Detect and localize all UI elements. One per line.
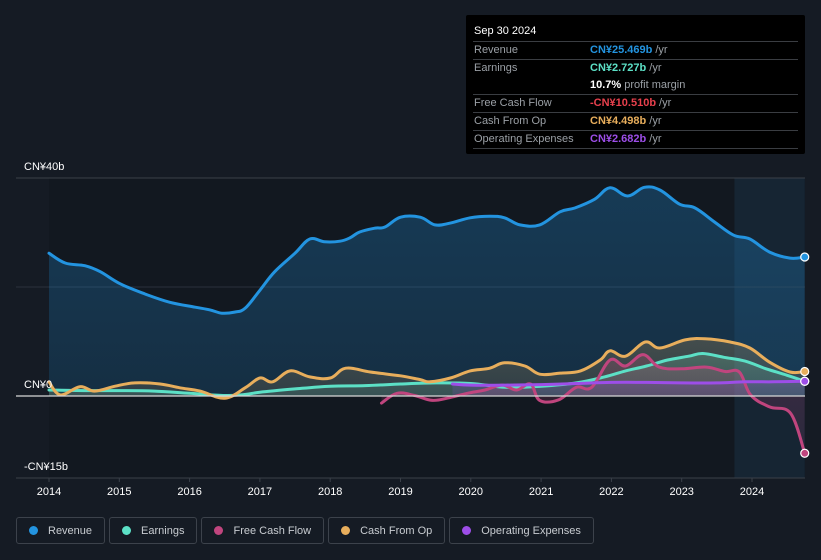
series-lines bbox=[47, 185, 807, 455]
legend-item-cash-from-op[interactable]: Cash From Op bbox=[328, 517, 446, 544]
revenue-endpoint bbox=[800, 252, 810, 262]
tooltip-unit: profit margin bbox=[624, 79, 686, 91]
tooltip-label: Revenue bbox=[474, 44, 519, 56]
tooltip-row-revenue: Revenue CN¥25.469b /yr bbox=[473, 42, 798, 60]
free-cash-flow-line bbox=[380, 353, 807, 455]
x-tick-label: 2020 bbox=[459, 486, 483, 498]
tooltip-value: 10.7% bbox=[590, 79, 622, 91]
operating-expenses-dot-icon bbox=[462, 526, 472, 535]
tooltip-label: Operating Expenses bbox=[474, 133, 574, 145]
operating-expenses-line bbox=[451, 379, 807, 387]
x-tick-label: 2014 bbox=[37, 486, 61, 498]
x-tick-label: 2019 bbox=[388, 486, 412, 498]
x-tick-label: 2015 bbox=[107, 486, 131, 498]
y-tick-label: CN¥40b bbox=[24, 161, 64, 173]
revenue-dot-icon bbox=[29, 526, 38, 535]
tooltip-panel: Sep 30 2024 Revenue CN¥25.469b /yr Earni… bbox=[466, 15, 805, 154]
legend-item-revenue[interactable]: Revenue bbox=[16, 517, 106, 544]
tooltip-label: Free Cash Flow bbox=[474, 97, 552, 109]
tooltip-unit: /yr bbox=[649, 133, 662, 145]
tooltip-unit: /yr bbox=[649, 62, 662, 74]
tooltip-value: CN¥4.498b bbox=[590, 115, 647, 127]
earnings-dot-icon bbox=[122, 526, 132, 535]
tooltip-row-operating-expenses: Operating Expenses CN¥2.682b /yr bbox=[473, 131, 798, 149]
x-tick-label: 2016 bbox=[177, 486, 201, 498]
tooltip-unit: /yr bbox=[655, 44, 668, 56]
legend-item-operating-expenses[interactable]: Operating Expenses bbox=[449, 517, 594, 544]
tooltip-row-earnings: Earnings CN¥2.727b /yr bbox=[473, 60, 798, 77]
tooltip-value: -CN¥10.510b bbox=[590, 97, 657, 109]
tooltip-value: CN¥25.469b bbox=[590, 44, 653, 56]
legend-label: Cash From Op bbox=[360, 524, 433, 537]
tooltip-unit: /yr bbox=[659, 97, 672, 109]
x-tick-label: 2023 bbox=[669, 486, 693, 498]
revenue-line bbox=[47, 185, 807, 315]
legend-label: Operating Expenses bbox=[481, 524, 581, 537]
revenue-area bbox=[49, 186, 805, 396]
cash-from-op-line bbox=[47, 337, 807, 400]
tooltip-date: Sep 30 2024 bbox=[473, 23, 798, 42]
x-axis: 2014 2015 2016 2017 2018 2019 2020 2021 2022 2023… bbox=[16, 477, 805, 498]
chart-legend: Revenue Earnings Free Cash Flow Cash Fro… bbox=[16, 517, 594, 544]
x-tick-label: 2018 bbox=[318, 486, 342, 498]
x-tick-label: 2021 bbox=[529, 486, 553, 498]
tooltip-label bbox=[473, 77, 590, 94]
tooltip-value: CN¥2.682b bbox=[590, 133, 647, 145]
cash-from-op-endpoint bbox=[800, 366, 810, 377]
y-axis: CN¥40b CN¥0 -CN¥15b bbox=[24, 161, 68, 473]
series-endpoints bbox=[800, 252, 810, 458]
cash-from-op-dot-icon bbox=[341, 526, 351, 535]
legend-label: Free Cash Flow bbox=[233, 524, 312, 537]
legend-label: Revenue bbox=[48, 524, 93, 537]
operating-expenses-endpoint bbox=[800, 376, 810, 386]
x-tick-label: 2017 bbox=[248, 486, 272, 498]
tooltip-row-profit-margin: 10.7% profit margin bbox=[473, 77, 798, 95]
tooltip-unit: /yr bbox=[649, 115, 662, 127]
y-tick-label: CN¥0 bbox=[24, 379, 52, 391]
x-tick-label: 2024 bbox=[740, 486, 764, 498]
free-cash-flow-dot-icon bbox=[214, 526, 224, 535]
tooltip-label: Earnings bbox=[474, 62, 518, 74]
tooltip-label: Cash From Op bbox=[474, 115, 547, 127]
tooltip-row-free-cash-flow: Free Cash Flow -CN¥10.510b /yr bbox=[473, 95, 798, 113]
legend-label: Earnings bbox=[141, 524, 185, 537]
tooltip-row-cash-from-op: Cash From Op CN¥4.498b /yr bbox=[473, 113, 798, 131]
legend-item-free-cash-flow[interactable]: Free Cash Flow bbox=[201, 517, 325, 544]
x-tick-label: 2022 bbox=[599, 486, 623, 498]
y-tick-label: -CN¥15b bbox=[24, 461, 68, 473]
tooltip-value: CN¥2.727b bbox=[590, 62, 647, 74]
legend-item-earnings[interactable]: Earnings bbox=[109, 517, 198, 544]
free-cash-flow-endpoint bbox=[800, 448, 810, 458]
